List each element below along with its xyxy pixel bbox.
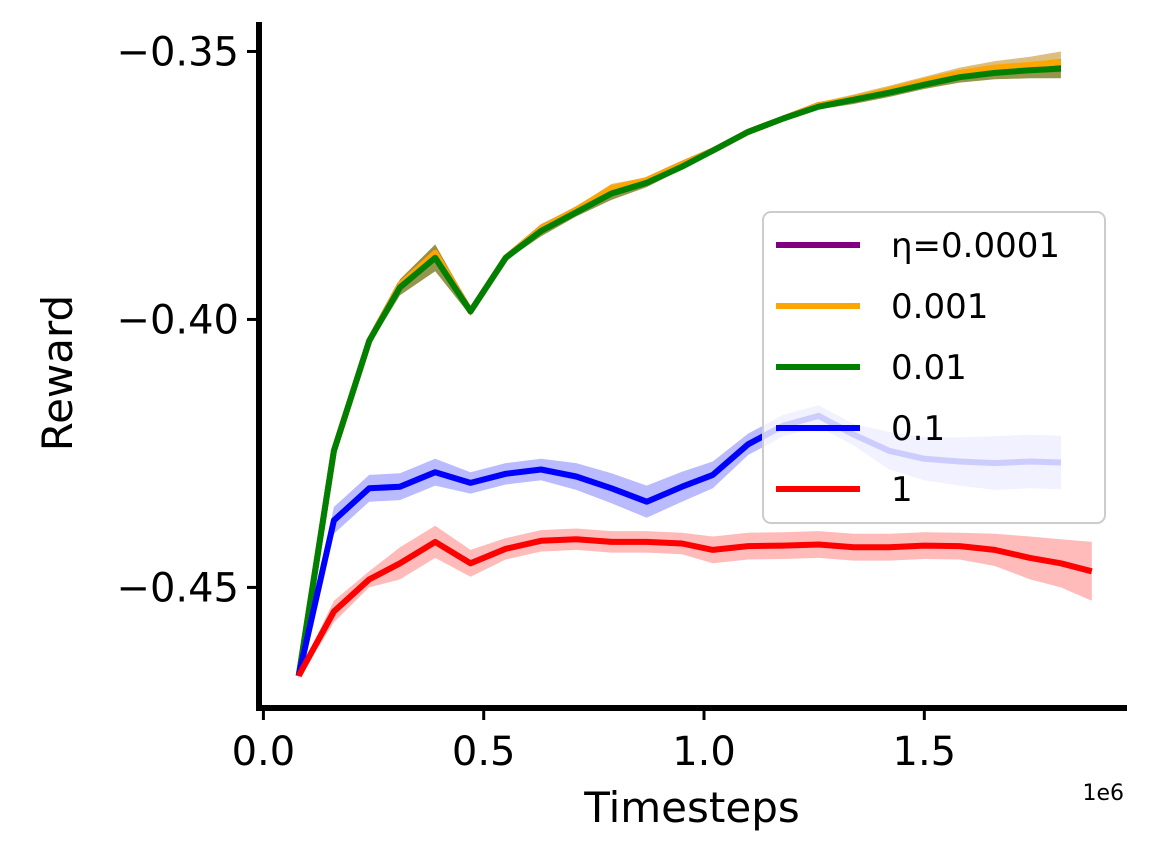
legend: η=0.0001 0.001 0.01 0.1 1 (762, 211, 1106, 524)
line-series-4 (296, 536, 1093, 678)
x-tick-label: 0.5 (452, 729, 516, 775)
legend-label-1: 0.001 (891, 287, 988, 327)
legend-frame (762, 211, 1106, 524)
y-ticks: −0.35 −0.40 −0.45 (116, 29, 259, 611)
y-tick-label: −0.45 (116, 565, 239, 611)
line-series-2 (295, 65, 1062, 677)
x-ticks: 0.0 0.5 1.0 1.5 (232, 708, 957, 775)
legend-entries: η=0.0001 0.001 0.01 0.1 1 (776, 226, 1060, 510)
x-axis-title: Timesteps (583, 783, 800, 832)
x-tick-label: 1.0 (672, 729, 736, 775)
legend-label-3: 0.1 (891, 409, 945, 449)
x-offset-label: 1e6 (1082, 781, 1124, 806)
band-series-4 (298, 525, 1092, 679)
y-axis-title: Reward (33, 295, 82, 451)
x-tick-label: 0.0 (232, 729, 296, 775)
y-tick-label: −0.35 (116, 29, 239, 75)
x-tick-label: 1.5 (893, 729, 957, 775)
confidence-bands (298, 51, 1092, 679)
band-series-3 (298, 405, 1061, 679)
legend-label-2: 0.01 (891, 348, 967, 388)
axes (256, 22, 1127, 711)
legend-label-0: η=0.0001 (891, 226, 1060, 266)
series-lines (295, 59, 1093, 678)
legend-label-4: 1 (891, 470, 913, 510)
y-tick-label: −0.40 (116, 297, 239, 343)
